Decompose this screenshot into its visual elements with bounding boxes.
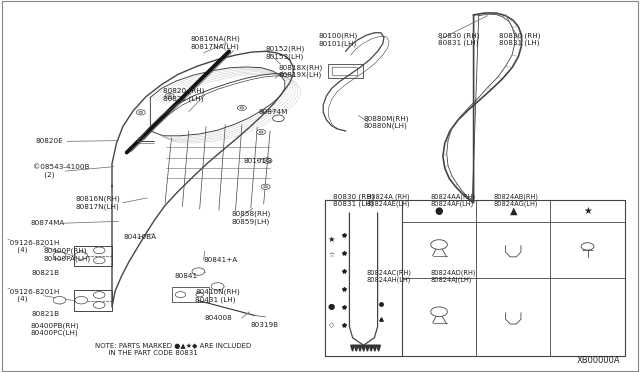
Text: ●: ● [328,302,335,311]
Circle shape [192,268,205,275]
Text: NOTE: PARTS MARKED ●▲★◆ ARE INCLUDED
      IN THE PART CODE 80831: NOTE: PARTS MARKED ●▲★◆ ARE INCLUDED IN … [95,343,251,356]
Text: 80830 (RH)
80831 (LH): 80830 (RH) 80831 (LH) [499,32,541,46]
Circle shape [139,111,143,113]
Polygon shape [362,345,365,351]
Circle shape [431,240,447,249]
Text: 80820E: 80820E [35,138,63,144]
Polygon shape [358,345,362,351]
Circle shape [237,105,246,110]
Text: 80400PB(RH)
80400PC(LH): 80400PB(RH) 80400PC(LH) [31,322,79,336]
Text: 80824AD(RH)
80824AJ(LH): 80824AD(RH) 80824AJ(LH) [431,269,476,283]
Text: 80830 (RH)
80831 (LH): 80830 (RH) 80831 (LH) [438,32,480,46]
Circle shape [264,186,268,188]
Text: ¨09126-8201H
     (4): ¨09126-8201H (4) [6,289,60,302]
Polygon shape [355,345,358,351]
Bar [332,67,357,75]
Text: 80410BA: 80410BA [124,234,157,240]
Text: 80821B: 80821B [32,270,60,276]
Text: 80824AC(RH)
80824AH(LH): 80824AC(RH) 80824AH(LH) [367,269,412,283]
Circle shape [53,252,66,259]
Circle shape [93,302,105,308]
Text: 80824A (RH)
80824AE(LH): 80824A (RH) 80824AE(LH) [367,193,410,207]
Text: 80820 (RH)
80821 (LH): 80820 (RH) 80821 (LH) [163,88,205,102]
Circle shape [53,296,66,304]
Text: XB00000A: XB00000A [577,356,621,365]
Text: ●: ● [435,206,444,216]
Polygon shape [365,345,369,351]
Circle shape [581,243,594,250]
Text: 80841: 80841 [174,273,197,279]
Text: 80816NA(RH)
80817NA(LH): 80816NA(RH) 80817NA(LH) [191,36,241,50]
Circle shape [93,247,105,254]
Circle shape [93,292,105,298]
Circle shape [136,110,145,115]
Text: ☆: ☆ [328,252,335,258]
Bar [172,287,209,302]
Text: 80821B: 80821B [32,311,60,317]
Circle shape [266,160,269,162]
Circle shape [93,257,105,264]
Circle shape [175,292,186,298]
Text: 80400P(RH)
80400PA(LH): 80400P(RH) 80400PA(LH) [44,248,91,262]
Circle shape [211,283,224,290]
Circle shape [257,129,266,135]
Circle shape [165,93,174,99]
Bar [325,200,625,356]
Circle shape [75,296,88,304]
Circle shape [75,252,88,259]
Polygon shape [377,345,380,351]
Text: 80824AA(RH)
80824AF(LH): 80824AA(RH) 80824AF(LH) [431,193,476,207]
Circle shape [259,131,263,133]
Text: 80816N(RH)
80817N(LH): 80816N(RH) 80817N(LH) [76,196,120,210]
Circle shape [273,115,284,122]
Bar [325,200,402,356]
Text: 80874M: 80874M [259,109,288,115]
Text: 80858(RH)
80859(LH): 80858(RH) 80859(LH) [232,211,271,225]
Bar [74,246,112,266]
Text: 80874MA: 80874MA [31,220,65,226]
Polygon shape [369,345,373,351]
Text: 80319B: 80319B [251,322,279,328]
Bar [74,290,112,311]
Circle shape [168,95,172,97]
Text: ¨09126-8201H
     (4): ¨09126-8201H (4) [6,240,60,253]
Text: 80841+A: 80841+A [204,257,238,263]
Text: 80830 (RH)
80831 (LH): 80830 (RH) 80831 (LH) [333,193,374,207]
Polygon shape [373,345,377,351]
Text: 80880M(RH)
80880N(LH): 80880M(RH) 80880N(LH) [364,115,409,129]
Text: 80152(RH)
80153(LH): 80152(RH) 80153(LH) [266,46,305,60]
Text: ★: ★ [328,235,335,244]
Text: ★: ★ [583,206,592,216]
Text: 80818X(RH)
80819X(LH): 80818X(RH) 80819X(LH) [278,64,323,78]
Text: ©08543-4100B
     (2): ©08543-4100B (2) [33,164,90,178]
Text: 80410N(RH)
80431 (LH): 80410N(RH) 80431 (LH) [195,289,240,303]
Text: 80100(RH)
80101(LH): 80100(RH) 80101(LH) [319,33,358,47]
Circle shape [240,107,244,109]
Circle shape [263,158,272,163]
Text: 804008: 804008 [205,315,232,321]
Circle shape [261,184,270,189]
Circle shape [196,292,204,297]
Bar [328,64,363,78]
Polygon shape [351,345,355,351]
Text: ▲: ▲ [509,206,517,216]
Text: ◇: ◇ [329,322,334,328]
Text: 80101G: 80101G [243,158,272,164]
Text: 80824AB(RH)
80824AG(LH): 80824AB(RH) 80824AG(LH) [493,193,538,207]
Circle shape [431,307,447,317]
